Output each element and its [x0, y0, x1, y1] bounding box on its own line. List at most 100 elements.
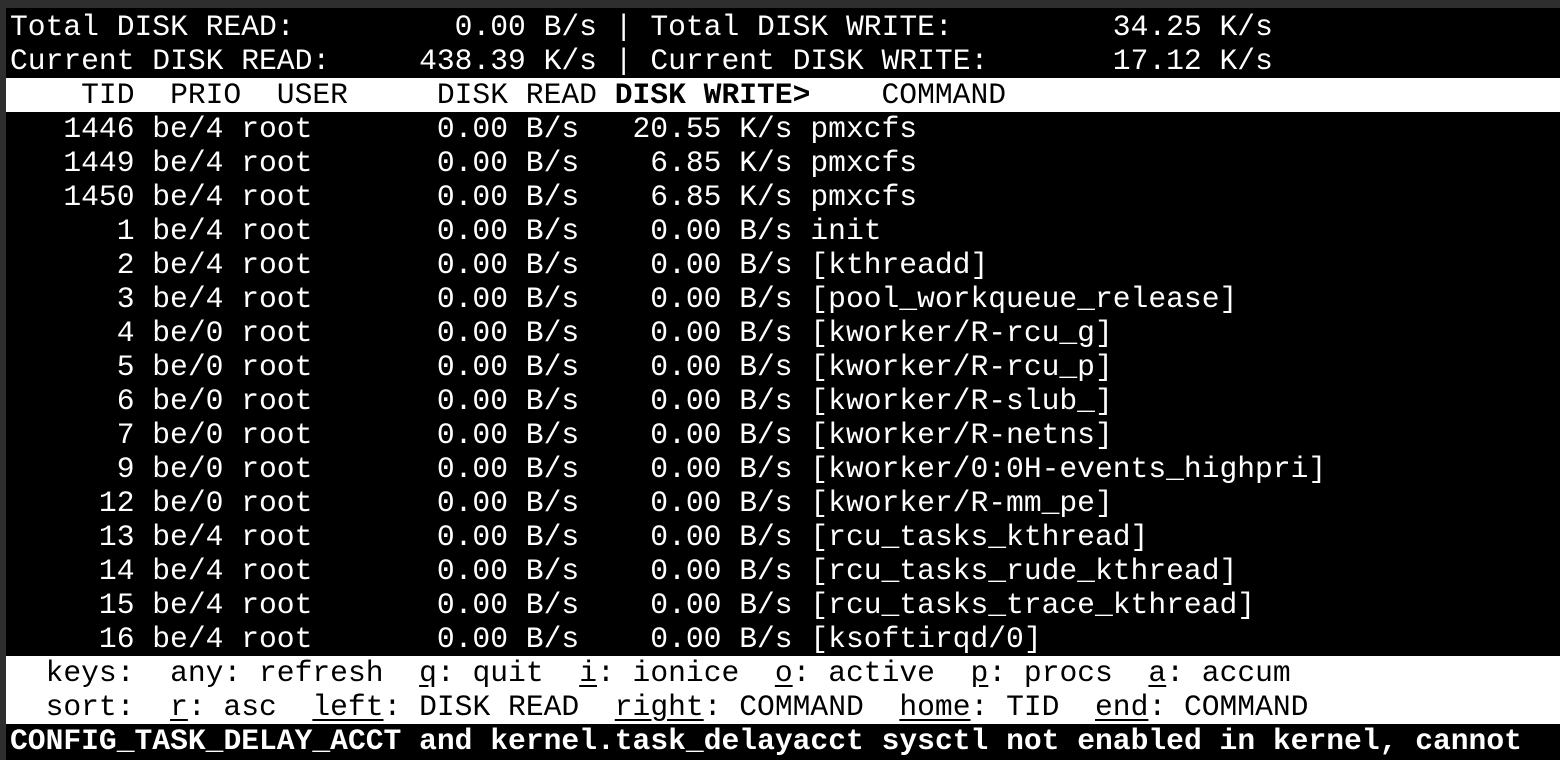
cell-user: root: [241, 588, 313, 622]
table-row[interactable]: 15 be/4 root 0.00 B/s 0.00 B/s [rcu_tasks_tra…: [6, 588, 1560, 622]
cell-disk-write: 0.00 B/s: [650, 418, 793, 452]
cell-disk-write: 0.00 B/s: [650, 588, 793, 622]
key-name: end: [1095, 690, 1149, 724]
separator: |: [614, 44, 633, 78]
table-row[interactable]: 3 be/4 root 0.00 B/s 0.00 B/s [pool_workqueue…: [6, 282, 1560, 316]
cell-disk-read: 0.00 B/s: [436, 452, 580, 486]
current-write-value: 17.12 K/s: [1112, 44, 1273, 78]
current-io-line: Current DISK READ: 438.39 K/s | Current DIS…: [6, 44, 1560, 78]
cell-prio: be/4: [152, 282, 224, 316]
table-row[interactable]: 1449 be/4 root 0.00 B/s 6.85 K/s pmxcfs: [6, 146, 1560, 180]
table-row[interactable]: 1450 be/4 root 0.00 B/s 6.85 K/s pmxcfs: [6, 180, 1560, 214]
cell-disk-read: 0.00 B/s: [436, 214, 580, 248]
help-key-any[interactable]: any: refresh: [170, 656, 383, 690]
table-row[interactable]: 7 be/0 root 0.00 B/s 0.00 B/s [kworker/R-netn…: [6, 418, 1560, 452]
cell-user: root: [241, 486, 313, 520]
current-read-label: Current DISK READ:: [10, 44, 331, 78]
column-header: TID PRIO USER DISK READ DISK WRITE> COMMAND: [6, 78, 1560, 112]
cell-tid: 2: [116, 248, 135, 282]
cell-disk-read: 0.00 B/s: [436, 146, 580, 180]
current-write-label: Current DISK WRITE:: [650, 44, 989, 78]
key-name: p: [970, 656, 989, 690]
cell-user: root: [241, 554, 313, 588]
cell-user: root: [241, 180, 313, 214]
table-row[interactable]: 4 be/0 root 0.00 B/s 0.00 B/s [kworker/R-rcu_…: [6, 316, 1560, 350]
table-row[interactable]: 5 be/0 root 0.00 B/s 0.00 B/s [kworker/R-rcu_…: [6, 350, 1560, 384]
terminal-window: Total DISK READ: 0.00 B/s | Total DISK WRIT…: [6, 8, 1560, 760]
cell-disk-write: 0.00 B/s: [650, 282, 793, 316]
key-action: : ionice: [596, 656, 740, 690]
cell-disk-read: 0.00 B/s: [436, 384, 580, 418]
table-row[interactable]: 16 be/4 root 0.00 B/s 0.00 B/s [ksoftirqd/0]: [6, 622, 1560, 656]
help-key-i[interactable]: i: ionice: [579, 656, 739, 690]
cell-prio: be/0: [152, 384, 224, 418]
cell-prio: be/4: [152, 554, 224, 588]
cell-command: [rcu_tasks_trace_kthread]: [810, 588, 1256, 622]
key-action: : active: [792, 656, 935, 690]
column-disk-write[interactable]: DISK WRITE>: [614, 78, 811, 112]
key-action: : asc: [187, 690, 277, 724]
column-disk-read[interactable]: DISK READ: [436, 78, 597, 112]
cell-tid: 1450: [63, 180, 135, 214]
cell-user: root: [241, 316, 313, 350]
column-tid[interactable]: TID: [81, 78, 135, 112]
help-key-p[interactable]: p: procs: [971, 656, 1113, 690]
cell-tid: 6: [116, 384, 135, 418]
cell-disk-write: 0.00 B/s: [650, 486, 793, 520]
help-key-end[interactable]: end: COMMAND: [1095, 690, 1308, 724]
column-prio[interactable]: PRIO: [170, 78, 242, 112]
cell-disk-read: 0.00 B/s: [436, 248, 580, 282]
table-row[interactable]: 9 be/0 root 0.00 B/s 0.00 B/s [kworker/0:0H-e…: [6, 452, 1560, 486]
key-name: o: [774, 656, 793, 690]
total-io-line: Total DISK READ: 0.00 B/s | Total DISK WRIT…: [6, 10, 1560, 44]
cell-disk-write: 20.55 K/s: [632, 112, 793, 146]
keys-help-line: keys: any: refresh q: quit i: ionice o: acti…: [6, 656, 1560, 690]
cell-disk-write: 0.00 B/s: [650, 316, 793, 350]
cell-prio: be/0: [152, 452, 224, 486]
table-row[interactable]: 1 be/4 root 0.00 B/s 0.00 B/s init: [6, 214, 1560, 248]
cell-disk-read: 0.00 B/s: [436, 316, 580, 350]
column-command[interactable]: COMMAND: [881, 78, 1007, 112]
cell-disk-read: 0.00 B/s: [436, 554, 580, 588]
cell-user: root: [241, 282, 313, 316]
help-key-r[interactable]: r: asc: [170, 690, 277, 724]
cell-user: root: [241, 418, 313, 452]
table-row[interactable]: 12 be/0 root 0.00 B/s 0.00 B/s [kworker/R-mm_…: [6, 486, 1560, 520]
help-key-a[interactable]: a: accum: [1148, 656, 1290, 690]
cell-disk-read: 0.00 B/s: [436, 486, 580, 520]
table-row[interactable]: 6 be/0 root 0.00 B/s 0.00 B/s [kworker/R-slub…: [6, 384, 1560, 418]
key-name: r: [170, 690, 188, 724]
help-key-left[interactable]: left: DISK READ: [312, 690, 579, 724]
key-name: home: [899, 690, 971, 724]
cell-prio: be/0: [152, 418, 224, 452]
warning-message: CONFIG_TASK_DELAY_ACCT and kernel.task_d…: [10, 724, 1522, 758]
table-row[interactable]: 1446 be/4 root 0.00 B/s 20.55 K/s pmxcfs: [6, 112, 1560, 146]
key-name: a: [1148, 656, 1167, 690]
key-name: i: [579, 656, 597, 690]
cell-prio: be/4: [152, 588, 224, 622]
cell-command: [rcu_tasks_kthread]: [810, 520, 1149, 554]
help-key-home[interactable]: home: TID: [899, 690, 1059, 724]
cell-tid: 4: [116, 316, 135, 350]
table-row[interactable]: 13 be/4 root 0.00 B/s 0.00 B/s [rcu_tasks_kth…: [6, 520, 1560, 554]
cell-command: pmxcfs: [810, 112, 918, 146]
help-key-q[interactable]: q: quit: [419, 656, 544, 690]
cell-user: root: [241, 350, 313, 384]
cell-prio: be/4: [152, 180, 224, 214]
key-action: : TID: [970, 690, 1060, 724]
table-row[interactable]: 14 be/4 root 0.00 B/s 0.00 B/s [rcu_tasks_rud…: [6, 554, 1560, 588]
cell-command: [kworker/0:0H-events_highpri]: [810, 452, 1327, 486]
cell-tid: 7: [116, 418, 135, 452]
key-action: : accum: [1166, 656, 1291, 690]
cell-disk-read: 0.00 B/s: [436, 622, 580, 656]
help-label: sort:: [45, 690, 135, 724]
column-user[interactable]: USER: [276, 78, 348, 112]
table-row[interactable]: 2 be/4 root 0.00 B/s 0.00 B/s [kthreadd]: [6, 248, 1560, 282]
help-key-right[interactable]: right: COMMAND: [615, 690, 864, 724]
cell-prio: be/4: [152, 520, 224, 554]
cell-tid: 3: [116, 282, 135, 316]
help-key-o[interactable]: o: active: [775, 656, 935, 690]
cell-command: [ksoftirqd/0]: [810, 622, 1042, 656]
cell-command: [kworker/R-slub_]: [810, 384, 1113, 418]
cell-disk-write: 0.00 B/s: [650, 248, 793, 282]
